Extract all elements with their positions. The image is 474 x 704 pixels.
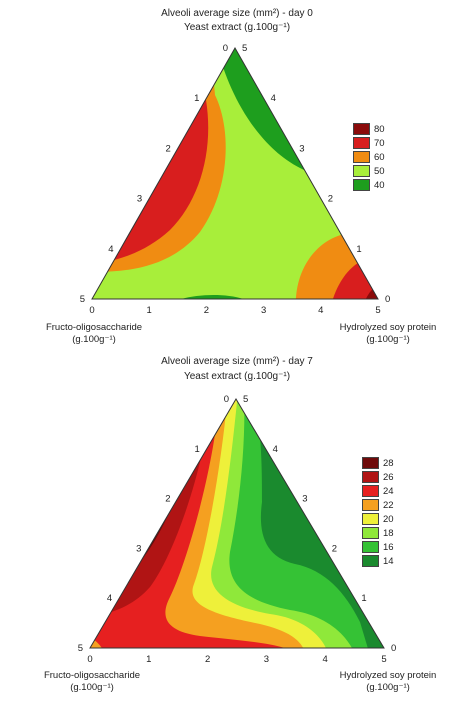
tick-label-left: 2	[165, 494, 170, 505]
right-axis-label: Hydrolyzed soy protein (g.100g⁻¹)	[339, 670, 437, 693]
ternary-plot-day0: 0 0 0 1 1 1 2 2 2 3 3 3 4 4 4 5 5 5	[80, 43, 391, 316]
legend-item: 18	[362, 526, 394, 540]
legend-label: 14	[383, 555, 394, 567]
legend-swatch	[362, 555, 379, 567]
legend-swatch	[362, 541, 379, 553]
chart-title: Alveoli average size (mm²) - day 0	[161, 8, 313, 19]
tick-label-left: 2	[166, 143, 171, 154]
legend-item: 14	[362, 554, 394, 568]
tick-label-right: 3	[302, 494, 307, 505]
legend-item: 20	[362, 512, 394, 526]
tick-label-right: 4	[273, 444, 278, 455]
legend-swatch	[362, 513, 379, 525]
tick-label-bottom: 1	[147, 305, 152, 316]
tick-label-bottom: 4	[323, 654, 328, 665]
tick-label-right: 1	[356, 244, 361, 255]
legend-label: 22	[383, 499, 394, 511]
triangle-outline	[89, 398, 385, 649]
contour-fill-day7	[90, 399, 384, 648]
legend-label: 20	[383, 513, 394, 525]
tick-label-right: 2	[328, 194, 333, 205]
tick-label-right: 0	[391, 643, 396, 654]
legend-label: 24	[383, 485, 394, 497]
tick-label-left: 0	[223, 43, 228, 54]
legend-label: 18	[383, 527, 394, 539]
tick-label-bottom: 4	[318, 305, 323, 316]
legend-swatch	[362, 471, 379, 483]
chart-day7: Alveoli average size (mm²) - day 7 Yeast…	[0, 352, 474, 704]
tick-label-left: 0	[224, 394, 229, 405]
legend-day7: 28 26 24 22 20 18 16 14	[362, 456, 394, 568]
tick-label-bottom: 3	[264, 654, 269, 665]
legend-item: 60	[353, 150, 385, 164]
legend-swatch	[362, 499, 379, 511]
legend-label: 26	[383, 471, 394, 483]
tick-label-left: 5	[80, 294, 85, 305]
contour-region-70-corner	[330, 258, 378, 299]
tick-label-right: 0	[385, 294, 390, 305]
left-axis-label: Fructo-oligosaccharide (g.100g⁻¹)	[43, 670, 141, 693]
legend-item: 16	[362, 540, 394, 554]
tick-label-right: 2	[332, 543, 337, 554]
chart-day0: Alveoli average size (mm²) - day 0 Yeast…	[45, 8, 437, 345]
tick-label-bottom: 1	[146, 654, 151, 665]
legend-label: 60	[374, 151, 385, 163]
tick-label-left: 5	[78, 643, 83, 654]
right-axis-label: Hydrolyzed soy protein (g.100g⁻¹)	[339, 322, 437, 345]
legend-swatch	[353, 165, 370, 177]
contour-fill-day0	[92, 48, 378, 299]
legend-label: 28	[383, 457, 394, 469]
legend-item: 24	[362, 484, 394, 498]
legend-swatch	[353, 123, 370, 135]
tick-label-bottom: 2	[205, 654, 210, 665]
legend-item: 40	[353, 178, 385, 192]
legend-item: 22	[362, 498, 394, 512]
left-axis-label: Fructo-oligosaccharide (g.100g⁻¹)	[45, 322, 143, 345]
legend-swatch	[362, 457, 379, 469]
chart-title: Alveoli average size (mm²) - day 7	[161, 356, 313, 367]
legend-item: 80	[353, 122, 385, 136]
contour-region-80-corner	[362, 284, 378, 299]
legend-item: 26	[362, 470, 394, 484]
tick-label-bottom: 3	[261, 305, 266, 316]
legend-label: 40	[374, 179, 385, 191]
tick-label-bottom: 5	[381, 654, 386, 665]
tick-label-right: 3	[299, 143, 304, 154]
legend-swatch	[362, 485, 379, 497]
tick-label-left: 1	[195, 444, 200, 455]
top-axis-label: Yeast extract (g.100g⁻¹)	[183, 22, 291, 33]
tick-label-left: 3	[137, 194, 142, 205]
legend-swatch	[353, 179, 370, 191]
legend-label: 16	[383, 541, 394, 553]
tick-label-left: 1	[194, 93, 199, 104]
tick-label-bottom: 0	[89, 305, 94, 316]
legend-swatch	[362, 527, 379, 539]
tick-label-bottom: 5	[375, 305, 380, 316]
legend-day0: 80 70 60 50 40	[353, 122, 385, 192]
legend-swatch	[353, 137, 370, 149]
tick-label-bottom: 2	[204, 305, 209, 316]
top-axis-label: Yeast extract (g.100g⁻¹)	[183, 371, 291, 382]
legend-label: 80	[374, 123, 385, 135]
tick-label-right: 4	[271, 93, 276, 104]
legend-label: 70	[374, 137, 385, 149]
legend-swatch	[353, 151, 370, 163]
tick-label-right: 5	[243, 394, 248, 405]
tick-label-right: 1	[361, 593, 366, 604]
tick-label-left: 3	[136, 543, 141, 554]
tick-label-left: 4	[108, 244, 113, 255]
tick-label-right: 5	[242, 43, 247, 54]
legend-label: 50	[374, 165, 385, 177]
legend-item: 70	[353, 136, 385, 150]
triangle-outline	[91, 46, 379, 300]
tick-label-bottom: 0	[87, 654, 92, 665]
legend-item: 50	[353, 164, 385, 178]
legend-item: 28	[362, 456, 394, 470]
tick-labels-day0: 0 0 0 1 1 1 2 2 2 3 3 3 4 4 4 5 5 5	[80, 43, 391, 316]
tick-label-left: 4	[107, 593, 112, 604]
